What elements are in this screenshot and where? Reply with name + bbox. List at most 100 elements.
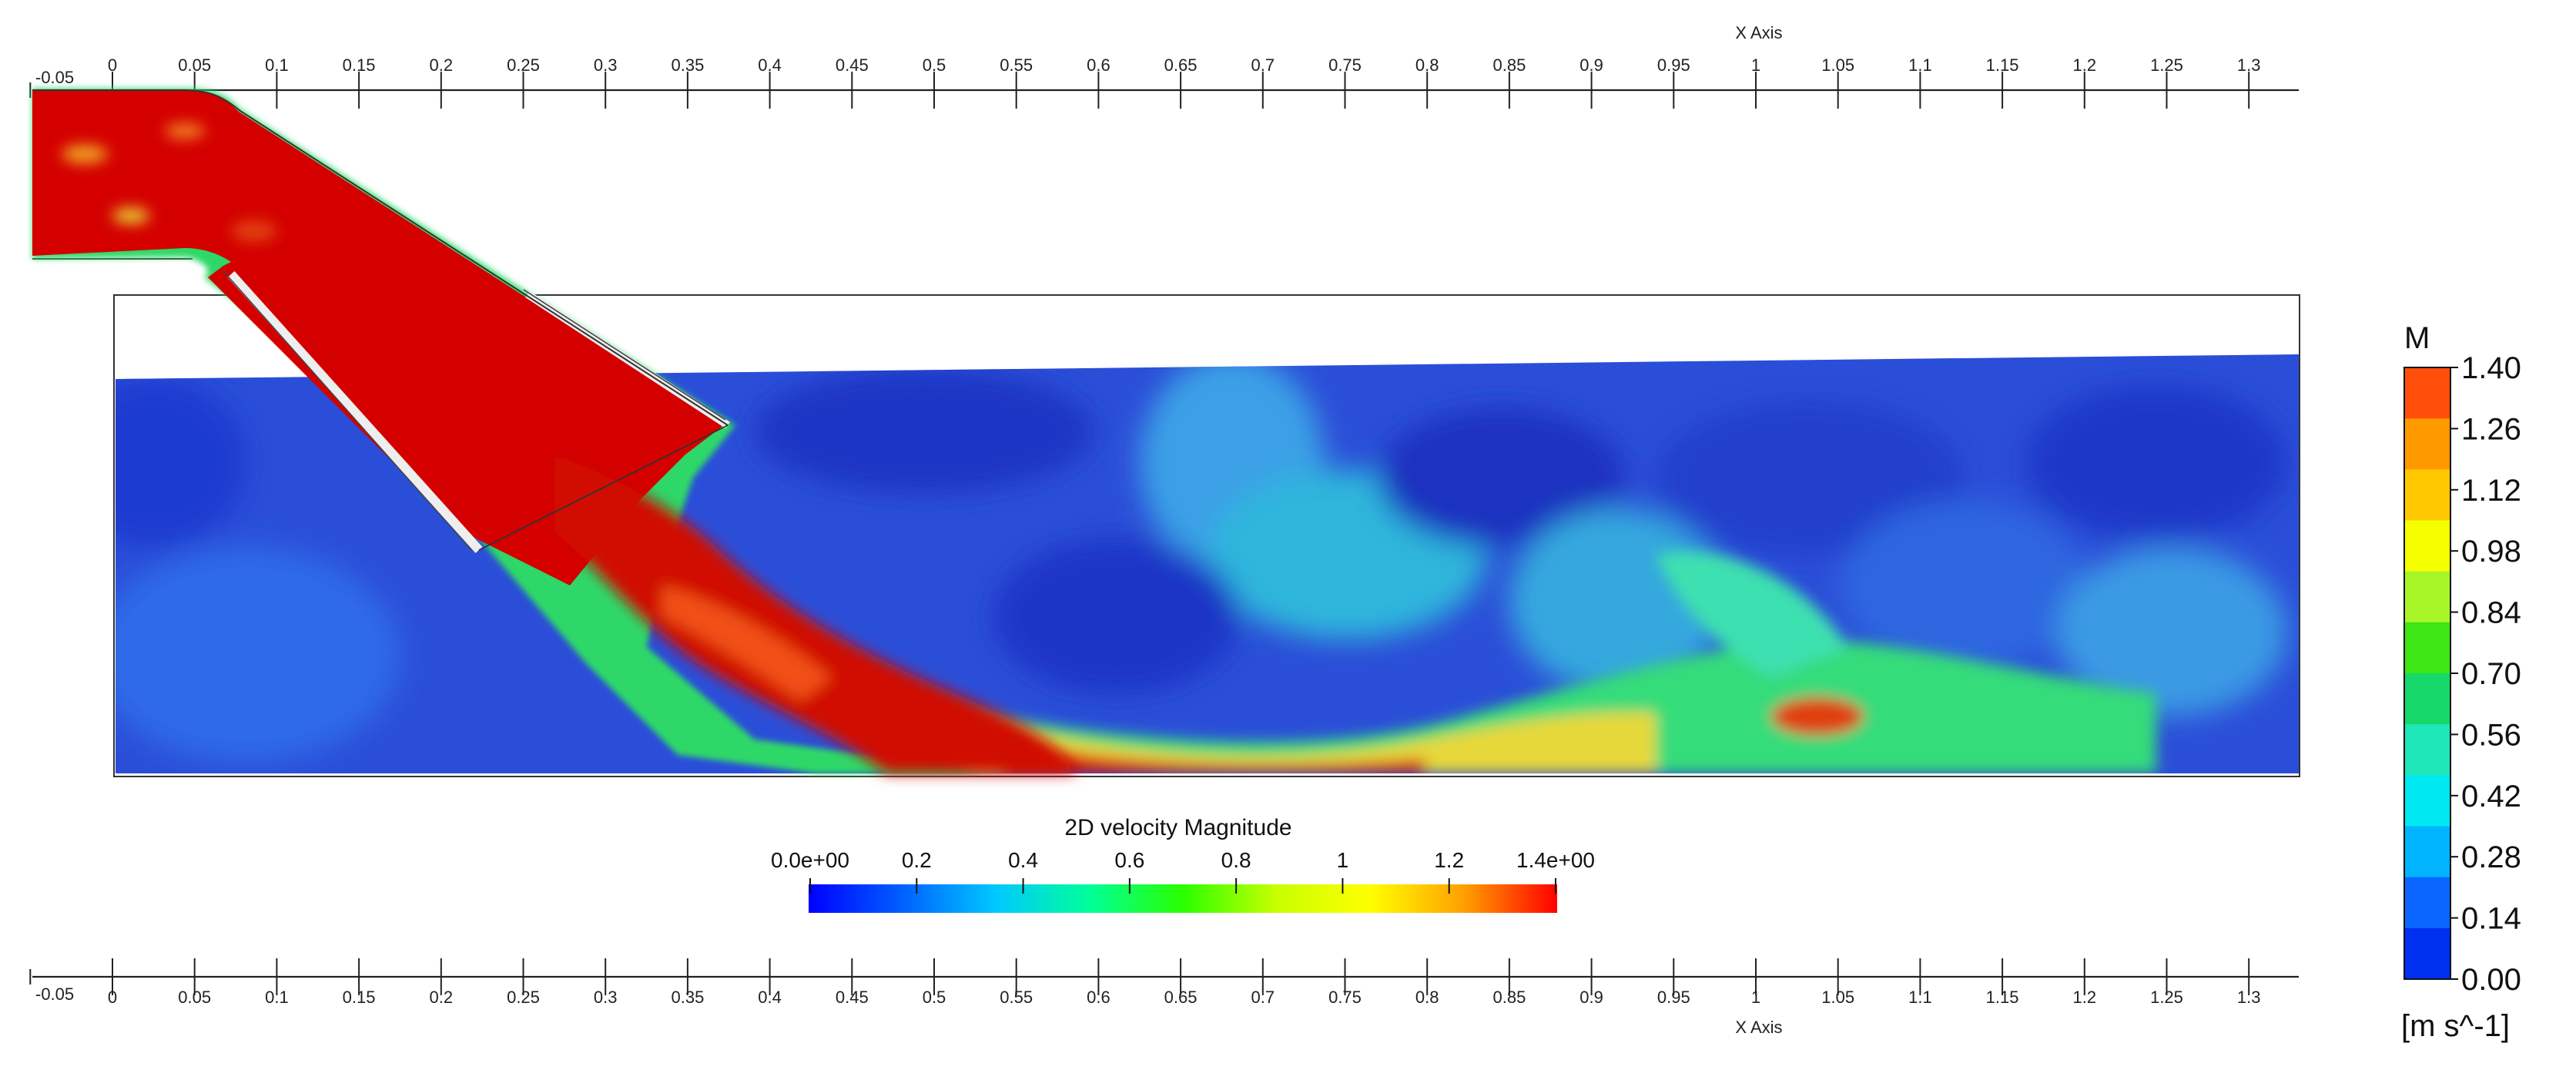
axis-tick-label: 1.15 [1986, 988, 2019, 1007]
jet-speck [112, 208, 149, 223]
top-x-axis: 0 0.05 0.1 0.15 0.2 0.25 0.3 0.35 0.4 0.45 0.5 0.55… [29, 23, 2299, 109]
jet-speck [165, 123, 205, 139]
axis-tick-label: 1 [1751, 55, 1760, 75]
axis-tick-label: 1.25 [2150, 55, 2183, 75]
axis-tick-label: 1.25 [2150, 988, 2183, 1007]
axis-tick-label: 0.55 [1000, 988, 1033, 1007]
legend-swatch [2404, 673, 2450, 725]
axis-tick-label: 0.95 [1657, 55, 1690, 75]
legend-swatch [2404, 571, 2450, 623]
colorbar-tick-label: 0.6 [1114, 848, 1144, 872]
legend-swatch [2404, 877, 2450, 929]
legend-swatch [2404, 367, 2450, 419]
axis-tick-label: 0.25 [507, 988, 540, 1007]
tank-turbulence [116, 354, 2287, 763]
tank-water-field [116, 354, 2299, 773]
axis-tick-label: 0.4 [758, 55, 782, 75]
axis-tick-label: 0.85 [1492, 988, 1526, 1007]
axis-tick-label: 0.75 [1328, 988, 1362, 1007]
tank-outline [113, 294, 2300, 777]
axis-tick-label: 1.15 [1986, 55, 2019, 75]
top-axis-title: X Axis [1735, 23, 1782, 42]
legend-swatch [2404, 724, 2450, 776]
axis-tick-label: 1.3 [2237, 988, 2261, 1007]
axis-tick-label: 0.35 [671, 988, 704, 1007]
colorbar-tick-label: 1 [1337, 848, 1349, 872]
legend-label: 1.26 [2461, 412, 2521, 446]
axis-tick-label: 0.1 [265, 55, 289, 75]
axis-tick-label: 1.2 [2073, 55, 2097, 75]
axis-tick-label: 0.1 [265, 988, 289, 1007]
ramp-diagonal-line [478, 424, 729, 551]
horizontal-colorbar-gradient [809, 884, 1557, 913]
legend-label: 1.12 [2461, 474, 2521, 508]
axis-tick-label: 1 [1751, 988, 1760, 1007]
blob [116, 377, 246, 547]
legend-swatch [2404, 927, 2450, 980]
axis-tick-label: 0.6 [1087, 988, 1110, 1007]
axis-tick-label: 0.35 [671, 55, 704, 75]
legend-label: 0.42 [2461, 780, 2521, 813]
blob [1656, 401, 1964, 555]
axis-tick-label: 0.95 [1657, 988, 1690, 1007]
axis-tick-label: 0.65 [1164, 988, 1198, 1007]
legend-label: 0.56 [2461, 718, 2521, 752]
colorbar-tick-label: 0.8 [1221, 848, 1251, 872]
axis-tick-label: 0.9 [1579, 988, 1603, 1007]
blob [2025, 385, 2287, 539]
axis-tick-label: 0.7 [1251, 988, 1275, 1007]
colorbar-tick-label: 0.0e+00 [771, 848, 849, 872]
axis-tick-label: 0.8 [1415, 55, 1439, 75]
axis-tick-label: 0 [108, 55, 117, 75]
colorbar-tick-label: 1.4e+00 [1516, 848, 1595, 872]
axis-tick-label: 1.05 [1821, 55, 1854, 75]
bottom-axis-title: X Axis [1735, 1018, 1782, 1037]
jet-lower-plume [554, 454, 1078, 773]
ramp-plate-top-outline [523, 289, 726, 421]
axis-tick-label: 0.6 [1087, 55, 1110, 75]
legend-swatch [2404, 418, 2450, 470]
axis-tick-label: 0.7 [1251, 55, 1275, 75]
axis-tick-label: 0.45 [836, 55, 869, 75]
legend-label: 0.28 [2461, 840, 2521, 874]
axis-tick-label: 1.1 [1908, 988, 1932, 1007]
axis-tick-label: 0.2 [430, 988, 454, 1007]
axis-tick-label: 0.15 [343, 55, 376, 75]
channel-curve [32, 89, 729, 426]
legend-swatch [2404, 826, 2450, 878]
legend-label: 0.70 [2461, 657, 2521, 691]
bottom-axis-first-label: -0.05 [35, 984, 74, 1004]
horizontal-colorbar: 2D velocity Magnitude 0.0e+00 0.2 0.4 0.6 0.… [771, 815, 1595, 913]
floor-jet-red [1001, 740, 1425, 773]
axis-tick-label: 0.15 [343, 988, 376, 1007]
blob [1841, 501, 2087, 670]
vertical-legend-title: M [2404, 321, 2430, 355]
axis-tick-label: 0.5 [923, 55, 946, 75]
axis-tick-label: 0.2 [430, 55, 454, 75]
axis-tick-label: 0.8 [1415, 988, 1439, 1007]
blob [755, 370, 1094, 493]
axis-tick-label: 1.05 [1821, 988, 1854, 1007]
legend-label: 0.14 [2461, 902, 2521, 936]
floor-jet-red-spot [1771, 697, 1864, 736]
vertical-legend: M 1.40 1.26 1.12 0.98 0.84 0.70 0.56 0.42 0.28 0.… [2401, 321, 2521, 1043]
legend-swatch [2404, 775, 2450, 827]
legend-swatch [2404, 469, 2450, 521]
blob [2056, 547, 2287, 716]
floor-jet-yellow [963, 712, 1656, 773]
blob [993, 539, 1240, 693]
axis-tick-label: 0.75 [1328, 55, 1362, 75]
vertical-legend-unit: [m s^-1] [2401, 1009, 2510, 1043]
colorbar-tick-label: 0.2 [902, 848, 932, 872]
colorbar-tick-label: 0.4 [1008, 848, 1038, 872]
ramp-plate-upper [227, 270, 483, 554]
legend-swatch [2404, 622, 2450, 674]
floor-jet-green [886, 639, 2156, 773]
axis-tick-label: 0.05 [178, 55, 211, 75]
axis-tick-label: 1.3 [2237, 55, 2261, 75]
axis-tick-label: 0.65 [1164, 55, 1198, 75]
top-axis-first-label: -0.05 [35, 68, 74, 87]
colorbar-tick-label: 1.2 [1434, 848, 1464, 872]
legend-label: 0.00 [2461, 963, 2521, 997]
legend-label: 0.84 [2461, 596, 2521, 630]
